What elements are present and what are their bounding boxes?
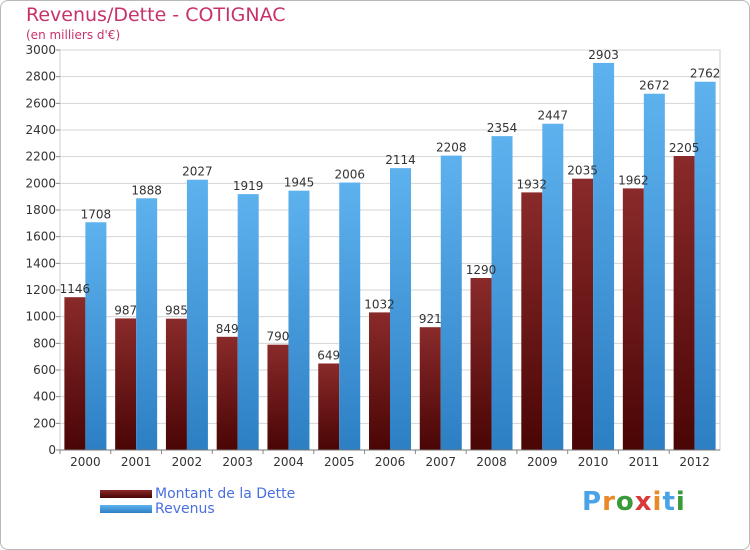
legend: Montant de la Dette Revenus [100,485,296,517]
data-label-revenus: 2027 [182,165,213,179]
data-label-dette: 1146 [60,282,91,296]
legend-label-revenus: Revenus [155,500,215,517]
y-tick-label: 3000 [25,43,56,57]
data-label-revenus: 2006 [334,168,365,182]
bar-dette [622,188,644,450]
logo-letter: i [652,487,663,517]
y-tick-label: 1400 [25,256,56,270]
bar-dette [115,318,137,450]
data-label-dette: 849 [216,322,239,336]
data-label-revenus: 1708 [81,207,112,221]
x-tick-label: 2012 [679,455,710,469]
data-label-revenus: 1945 [284,176,315,190]
data-label-dette: 921 [419,312,442,326]
y-tick-label: 600 [33,363,56,377]
bar-dette [419,327,441,450]
data-label-dette: 1032 [364,297,395,311]
data-label-revenus: 2903 [588,48,619,62]
y-tick-label: 0 [48,443,56,457]
legend-swatch-revenus [100,504,152,513]
bar-revenus [237,194,259,450]
y-tick-label: 200 [33,416,56,430]
y-tick-label: 1800 [25,203,56,217]
x-tick-label: 2007 [425,455,456,469]
data-label-revenus: 2672 [639,79,670,93]
logo-letter: P [582,487,603,517]
bar-dette [267,344,289,450]
bar-dette [216,336,238,450]
data-label-dette: 987 [114,303,137,317]
x-tick-label: 2005 [324,455,355,469]
data-label-dette: 1962 [618,173,649,187]
y-tick-label: 2600 [25,96,56,110]
bar-dette [521,192,543,450]
data-label-dette: 1290 [466,263,497,277]
data-label-revenus: 2114 [385,153,416,167]
logo-letter: i [675,487,686,517]
bar-revenus [542,123,564,450]
bar-dette [470,278,492,450]
bar-revenus [491,136,513,450]
bar-revenus [390,168,411,450]
logo-letter: o [615,487,635,517]
y-tick-label: 800 [33,336,56,350]
y-tick-label: 2400 [25,123,56,137]
data-label-dette: 1932 [517,177,548,191]
data-label-revenus: 2208 [436,141,467,155]
y-tick-label: 2200 [25,150,56,164]
logo-letter: x [634,487,653,517]
bar-dette [369,312,390,450]
x-tick-label: 2010 [578,455,609,469]
data-label-revenus: 1919 [233,179,264,193]
y-tick-label: 1200 [25,283,56,297]
y-tick-label: 2000 [25,176,56,190]
legend-item-debt: Montant de la Dette [100,485,296,502]
legend-swatch-debt [100,489,152,498]
y-tick-label: 2800 [25,70,56,84]
bar-dette [64,297,86,450]
bar-revenus [643,93,665,450]
proxiti-logo: Proxiti [582,487,686,517]
data-label-dette: 790 [267,330,290,344]
legend-label-debt: Montant de la Dette [155,485,296,502]
x-tick-label: 2003 [222,455,253,469]
y-tick-label: 400 [33,390,56,404]
bar-revenus [85,222,107,450]
x-tick-label: 2004 [273,455,304,469]
bar-dette [673,156,695,450]
bar-revenus [694,81,716,450]
y-tick-label: 1000 [25,310,56,324]
x-tick-label: 2011 [629,455,660,469]
x-tick-label: 2000 [70,455,101,469]
data-label-revenus: 2447 [538,109,569,123]
data-label-revenus: 2354 [487,121,518,135]
bar-dette [572,178,594,450]
x-tick-label: 2009 [527,455,558,469]
bar-dette [318,363,340,450]
bar-revenus [440,155,462,450]
logo-letter: t [662,487,676,517]
logo-letter: r [602,487,616,517]
bar-revenus [186,179,208,450]
bar-revenus [136,198,158,450]
bar-dette [165,318,187,450]
x-tick-label: 2006 [375,455,406,469]
chart-title: Revenus/Dette - COTIGNAC [26,4,286,26]
bar-revenus [593,62,615,450]
x-tick-label: 2002 [172,455,203,469]
data-label-dette: 2205 [669,141,700,155]
chart-subtitle: (en milliers d'€) [26,28,121,42]
legend-item-revenus: Revenus [100,500,295,517]
bar-revenus [339,182,361,451]
data-label-dette: 649 [317,348,340,362]
x-tick-label: 2008 [476,455,507,469]
bar-revenus [288,190,310,450]
y-tick-label: 1600 [25,230,56,244]
data-label-revenus: 2762 [690,67,721,81]
data-label-revenus: 1888 [131,183,162,197]
data-label-dette: 985 [165,304,188,318]
x-tick-label: 2001 [121,455,152,469]
data-label-dette: 2035 [567,164,598,178]
